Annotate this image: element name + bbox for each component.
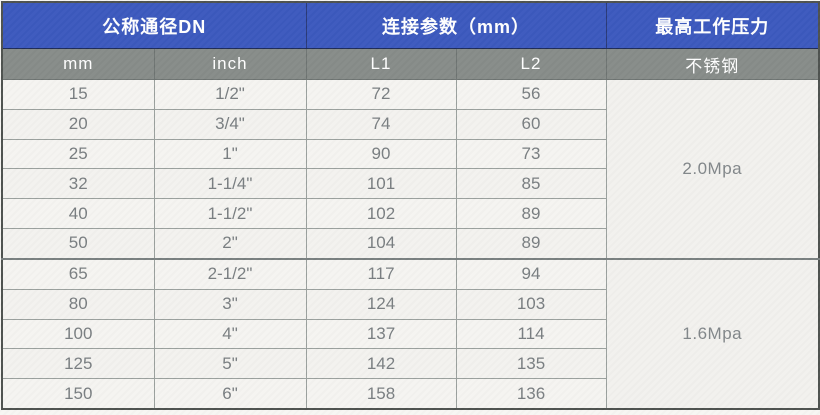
- cell-l2: 94: [455, 257, 607, 290]
- cell-mm: 65: [1, 257, 155, 290]
- cell-l1: 158: [305, 378, 457, 410]
- table-row: 100 4" 137 114: [1, 318, 819, 350]
- cell-inch: 1-1/4": [153, 168, 307, 200]
- header-nominal-diameter: 公称通径DN: [1, 1, 307, 49]
- cell-l2: 73: [455, 138, 607, 170]
- subheader-inch: inch: [153, 48, 307, 80]
- cell-inch: 1-1/2": [153, 198, 307, 230]
- cell-mm: 25: [1, 138, 155, 170]
- cell-inch: 1": [153, 138, 307, 170]
- cell-l2: 136: [455, 378, 607, 410]
- cell-l2: 114: [455, 318, 607, 350]
- pressure-cell-1-6mpa: 1.6Mpa: [605, 257, 820, 410]
- cell-mm: 20: [1, 108, 155, 140]
- cell-mm: 40: [1, 198, 155, 230]
- table-row: 15 1/2" 72 56 2.0Mpa: [1, 78, 820, 260]
- cell-l1: 137: [305, 318, 457, 350]
- header-connection-params: 连接参数（mm）: [305, 1, 607, 49]
- table-row: 65 2-1/2" 117 94 1.6Mpa: [1, 257, 820, 410]
- cell-inch: 4": [153, 318, 307, 350]
- table-row: 150 6" 158 136: [1, 378, 819, 410]
- cell-l2: 89: [455, 228, 607, 260]
- cell-inch: 5": [153, 348, 307, 380]
- subheader-l1: L1: [305, 48, 457, 80]
- cell-inch: 3/4": [153, 108, 307, 140]
- cell-l1: 90: [305, 138, 457, 170]
- table-row: 32 1-1/4" 101 85: [1, 168, 819, 200]
- cell-l1: 74: [305, 108, 457, 140]
- cell-mm: 32: [1, 168, 155, 200]
- table-row: 80 3" 124 103: [1, 288, 819, 320]
- table-row: 40 1-1/2" 102 89: [1, 198, 819, 230]
- cell-l2: 56: [455, 79, 607, 110]
- cell-mm: 100: [1, 318, 155, 350]
- pressure-cell-2-0mpa: 2.0Mpa: [605, 78, 820, 260]
- subheader-stainless-steel: 不锈钢: [605, 48, 820, 80]
- cell-l1: 142: [305, 348, 457, 380]
- table-row: 20 3/4" 74 60: [1, 108, 819, 140]
- cell-l1: 124: [305, 288, 457, 320]
- table-row: 125 5" 142 135: [1, 348, 819, 380]
- subheader-mm: mm: [1, 48, 155, 80]
- cell-l1: 72: [305, 79, 457, 110]
- cell-inch: 3": [153, 288, 307, 320]
- cell-mm: 80: [1, 288, 155, 320]
- cell-inch: 2-1/2": [153, 257, 307, 290]
- cell-mm: 50: [1, 228, 155, 260]
- header-max-working-pressure: 最高工作压力: [605, 1, 820, 49]
- sub-header-row: mm inch L1 L2 不锈钢: [1, 48, 820, 80]
- table-row: 25 1" 90 73: [1, 138, 819, 170]
- cell-inch: 1/2": [153, 79, 307, 110]
- cell-inch: 2": [153, 228, 307, 260]
- cell-l2: 135: [455, 348, 607, 380]
- cell-l1: 117: [305, 257, 457, 290]
- cell-l1: 101: [305, 168, 457, 200]
- cell-l2: 60: [455, 108, 607, 140]
- group-header-row: 公称通径DN 连接参数（mm） 最高工作压力: [1, 1, 820, 49]
- cell-mm: 125: [1, 348, 155, 380]
- cell-l1: 104: [305, 228, 457, 260]
- cell-l2: 85: [455, 168, 607, 200]
- cell-inch: 6": [153, 378, 307, 410]
- cell-l2: 103: [455, 288, 607, 320]
- cell-l1: 102: [305, 198, 457, 230]
- cell-mm: 150: [1, 378, 155, 410]
- cell-mm: 15: [1, 79, 155, 110]
- subheader-l2: L2: [455, 48, 607, 80]
- cell-l2: 89: [455, 198, 607, 230]
